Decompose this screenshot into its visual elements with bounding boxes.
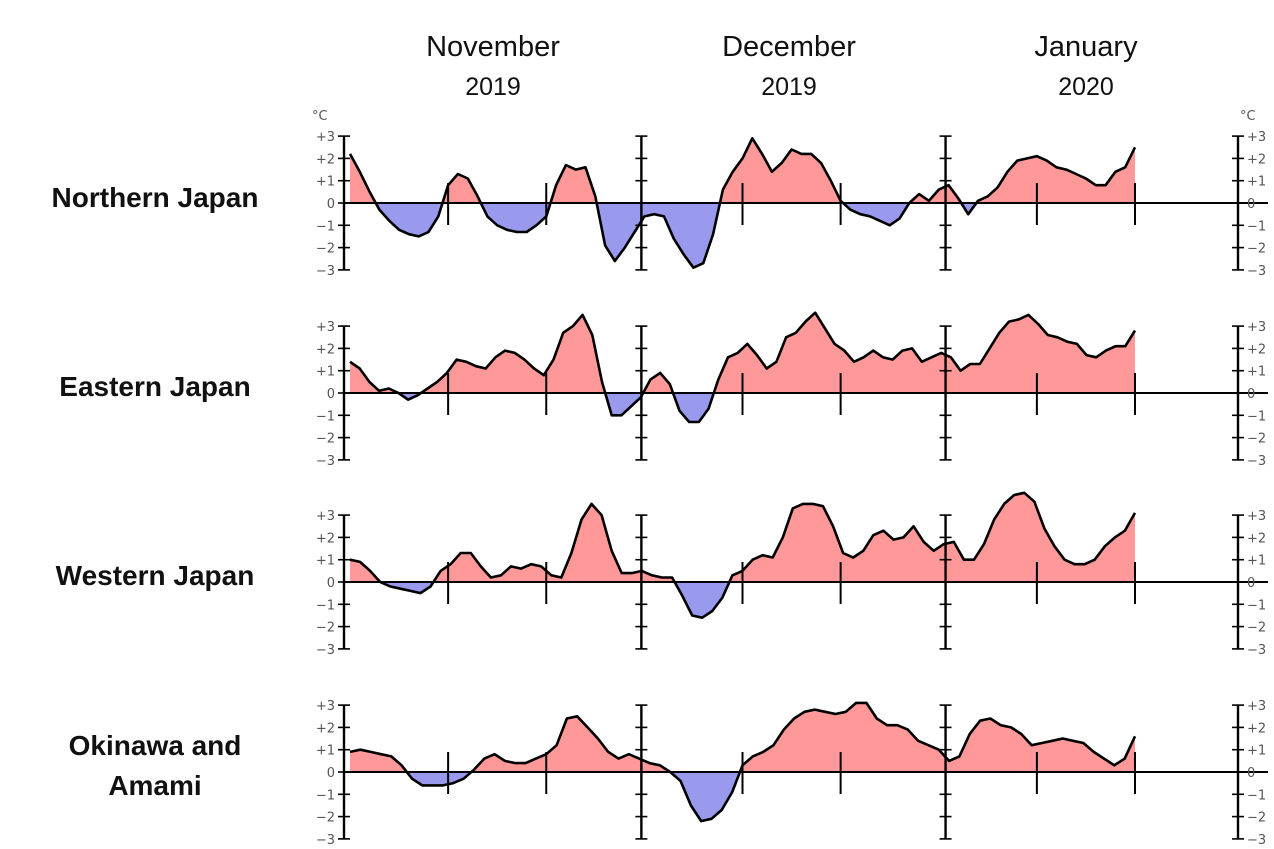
- region-label: Okinawa and Amami: [69, 730, 242, 801]
- region-label-line: Okinawa and: [69, 730, 242, 761]
- y-tick-label: −1: [316, 409, 335, 424]
- negative-anomaly-area: [375, 203, 977, 268]
- y-tick-label: +1: [316, 744, 335, 759]
- y-tick-label: +1: [1247, 175, 1266, 190]
- y-tick-label: 0: [327, 766, 335, 781]
- negative-anomaly-area: [406, 772, 740, 822]
- y-tick-label: −3: [316, 643, 335, 658]
- y-tick-label: −2: [1247, 242, 1266, 257]
- y-tick-label: −3: [1247, 454, 1266, 469]
- y-tick-label: +3: [316, 509, 335, 524]
- year-label: 2019: [761, 73, 817, 101]
- y-tick-label: +3: [316, 699, 335, 714]
- y-tick-label: −1: [1247, 598, 1266, 613]
- y-tick-label: +2: [1247, 531, 1266, 546]
- y-tick-label: −2: [1247, 432, 1266, 447]
- y-tick-label: +3: [1247, 509, 1266, 524]
- month-label: January: [1034, 31, 1138, 63]
- y-tick-label: −2: [316, 811, 335, 826]
- y-tick-label: −3: [1247, 264, 1266, 279]
- anomaly-line: [349, 311, 1137, 424]
- y-tick-label: 0: [1247, 387, 1255, 402]
- y-tick-label: 0: [1247, 576, 1255, 591]
- y-tick-label: +3: [316, 130, 335, 145]
- y-tick-label: +3: [1247, 699, 1266, 714]
- region-label: Eastern Japan: [59, 371, 250, 402]
- panel: −3 −2 −1 0 +1 +2 +3 −3 −2 −1 0 +1 +2 +3 Western Japan: [56, 491, 1268, 658]
- y-tick-label: −3: [316, 454, 335, 469]
- y-tick-label: +1: [1247, 365, 1266, 380]
- positive-anomaly-area: [350, 138, 1135, 203]
- y-tick-label: −3: [316, 833, 335, 845]
- y-tick-label: −2: [316, 242, 335, 257]
- y-tick-label: −2: [316, 432, 335, 447]
- y-tick-label: +3: [1247, 130, 1266, 145]
- y-tick-label: +1: [1247, 554, 1266, 569]
- y-tick-label: 0: [327, 387, 335, 402]
- y-tick-label: +2: [316, 531, 335, 546]
- month-label: November: [426, 31, 560, 63]
- region-label: Western Japan: [56, 560, 255, 591]
- y-tick-label: +1: [316, 554, 335, 569]
- region-label-line: Amami: [108, 770, 201, 801]
- y-tick-label: +2: [316, 342, 335, 357]
- y-tick-label: +3: [316, 320, 335, 335]
- y-tick-label: +3: [1247, 320, 1266, 335]
- y-tick-label: −1: [316, 788, 335, 803]
- year-label: 2020: [1058, 73, 1114, 101]
- y-tick-label: −3: [1247, 833, 1266, 845]
- y-tick-label: +1: [316, 365, 335, 380]
- y-tick-label: +2: [316, 152, 335, 167]
- year-label: 2019: [465, 73, 521, 101]
- y-tick-label: +2: [1247, 152, 1266, 167]
- y-tick-label: +2: [1247, 721, 1266, 736]
- y-tick-label: −2: [316, 621, 335, 636]
- y-tick-label: −1: [316, 598, 335, 613]
- panel: −3 −2 −1 0 +1 +2 +3 −3 −2 −1 0 +1 +2 +3 Eastern Japan: [59, 311, 1268, 469]
- y-tick-label: 0: [327, 576, 335, 591]
- negative-anomaly-area: [398, 393, 714, 422]
- y-tick-label: +2: [1247, 342, 1266, 357]
- y-tick-label: −1: [1247, 409, 1266, 424]
- panel: −3 −2 −1 0 +1 +2 +3 −3 −2 −1 0 +1 +2 +3 Northern Japan: [52, 130, 1268, 279]
- positive-anomaly-area: [350, 492, 1135, 582]
- region-label: Northern Japan: [52, 182, 259, 213]
- y-tick-label: −2: [1247, 621, 1266, 636]
- y-tick-label: 0: [327, 197, 335, 212]
- y-tick-label: −2: [1247, 811, 1266, 826]
- y-tick-label: −1: [1247, 219, 1266, 234]
- y-tick-label: +1: [316, 175, 335, 190]
- y-tick-label: −3: [1247, 643, 1266, 658]
- y-tick-label: −3: [316, 264, 335, 279]
- y-tick-label: +1: [1247, 744, 1266, 759]
- panel: −3 −2 −1 0 +1 +2 +3 −3 −2 −1 0 +1 +2 +3 Okinawa and Ama…: [69, 699, 1268, 848]
- negative-anomaly-area: [380, 582, 730, 618]
- y-tick-label: −1: [1247, 788, 1266, 803]
- y-tick-label: 0: [1247, 197, 1255, 212]
- anomaly-line: [348, 137, 1137, 270]
- y-tick-label: −1: [316, 219, 335, 234]
- y-tick-label: 0: [1247, 766, 1255, 781]
- unit-label-left: °C: [312, 109, 328, 124]
- month-label: December: [722, 31, 856, 63]
- y-tick-label: +2: [316, 721, 335, 736]
- unit-label-right: °C: [1240, 109, 1256, 124]
